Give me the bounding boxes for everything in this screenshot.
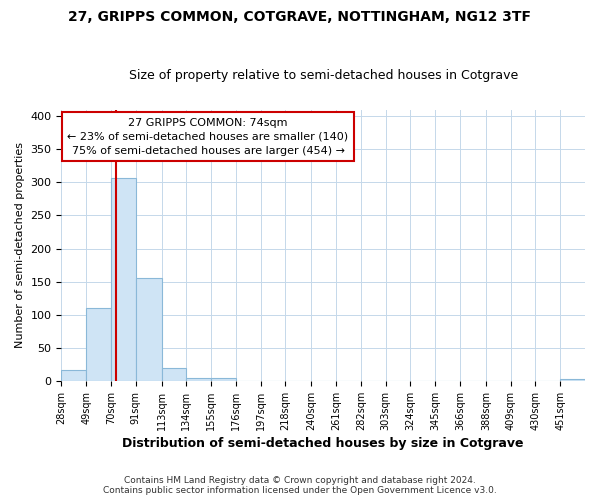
Bar xyxy=(61,370,86,381)
Text: 27 GRIPPS COMMON: 74sqm
← 23% of semi-detached houses are smaller (140)
75% of s: 27 GRIPPS COMMON: 74sqm ← 23% of semi-de… xyxy=(67,118,349,156)
Text: Contains HM Land Registry data © Crown copyright and database right 2024.
Contai: Contains HM Land Registry data © Crown c… xyxy=(103,476,497,495)
X-axis label: Distribution of semi-detached houses by size in Cotgrave: Distribution of semi-detached houses by … xyxy=(122,437,524,450)
Bar xyxy=(111,178,136,381)
Y-axis label: Number of semi-detached properties: Number of semi-detached properties xyxy=(15,142,25,348)
Bar xyxy=(161,368,187,381)
Bar xyxy=(211,378,236,381)
Bar xyxy=(136,278,161,381)
Bar xyxy=(560,379,585,381)
Text: 27, GRIPPS COMMON, COTGRAVE, NOTTINGHAM, NG12 3TF: 27, GRIPPS COMMON, COTGRAVE, NOTTINGHAM,… xyxy=(68,10,532,24)
Title: Size of property relative to semi-detached houses in Cotgrave: Size of property relative to semi-detach… xyxy=(128,69,518,82)
Bar xyxy=(187,378,211,381)
Bar xyxy=(86,308,111,381)
